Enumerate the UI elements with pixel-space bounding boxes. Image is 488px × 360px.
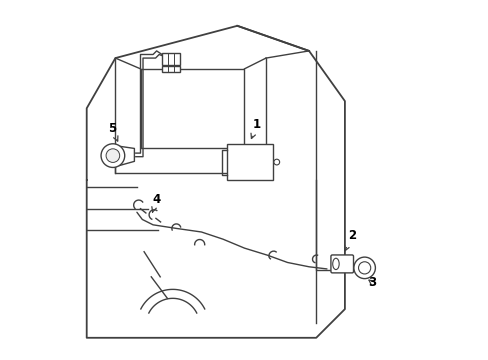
Bar <box>162 53 180 65</box>
Circle shape <box>273 159 279 165</box>
Text: 3: 3 <box>367 276 375 289</box>
Circle shape <box>106 149 120 162</box>
Text: 4: 4 <box>152 193 161 212</box>
Ellipse shape <box>332 258 339 270</box>
Bar <box>162 66 180 72</box>
Text: 5: 5 <box>107 122 118 141</box>
Polygon shape <box>117 146 134 166</box>
Text: 1: 1 <box>250 118 261 139</box>
Text: 2: 2 <box>344 229 355 251</box>
Bar <box>226 144 273 180</box>
FancyBboxPatch shape <box>330 255 353 273</box>
Circle shape <box>353 257 375 279</box>
Circle shape <box>358 262 370 274</box>
Circle shape <box>101 144 124 167</box>
